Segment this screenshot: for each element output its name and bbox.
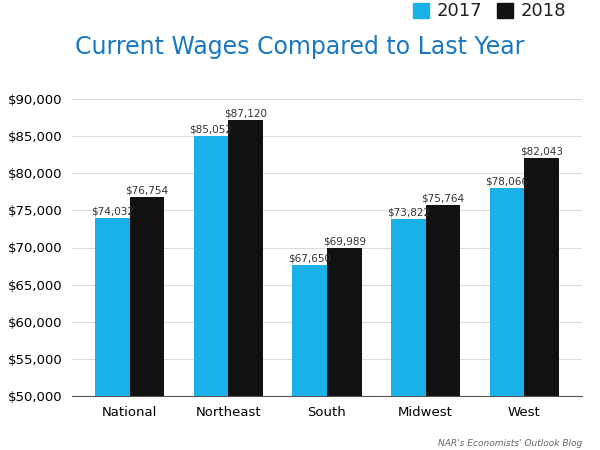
Text: $85,052: $85,052 [190, 124, 233, 134]
Text: $67,650: $67,650 [288, 253, 331, 263]
Bar [229, 121, 263, 450]
Bar [391, 219, 425, 450]
Bar [194, 136, 229, 450]
Text: $78,066: $78,066 [485, 176, 529, 186]
Text: $82,043: $82,043 [520, 147, 563, 157]
Text: $74,032: $74,032 [91, 206, 134, 216]
Text: $76,754: $76,754 [125, 186, 169, 196]
Bar [95, 217, 130, 450]
Text: NAR's Economists' Outlook Blog: NAR's Economists' Outlook Blog [438, 439, 582, 448]
Bar [292, 265, 327, 450]
Text: $75,764: $75,764 [421, 193, 464, 203]
Bar [524, 158, 559, 450]
Bar [130, 198, 164, 450]
Bar [490, 188, 524, 450]
Legend: 2017, 2018: 2017, 2018 [406, 0, 573, 27]
Text: $69,989: $69,989 [323, 236, 366, 246]
Text: $73,822: $73,822 [387, 207, 430, 218]
Bar [327, 248, 362, 450]
Bar [425, 205, 460, 450]
Text: $87,120: $87,120 [224, 109, 267, 119]
Text: Current Wages Compared to Last Year: Current Wages Compared to Last Year [76, 35, 524, 59]
